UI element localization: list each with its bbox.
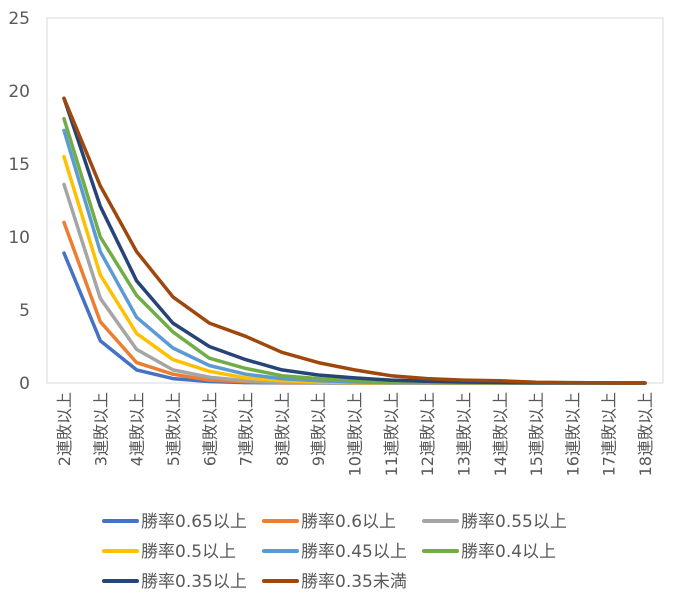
series-line-7 [62,96,647,385]
y-tick-label: 0 [19,374,30,394]
x-tick-label: 6連敗以上 [200,392,219,466]
x-tick-label: 14連敗以上 [491,392,510,476]
legend-label: 勝率0.35未満 [301,572,407,592]
series-line-3 [62,182,647,385]
x-tick-label: 7連敗以上 [237,392,256,466]
legend-label: 勝率0.6以上 [301,512,396,532]
y-tick-label: 10 [8,228,30,248]
legend-label: 勝率0.4以上 [461,542,556,562]
y-axis: 0 5 10 15 20 25 [8,9,30,394]
legend-label: 勝率0.35以上 [141,572,247,592]
x-tick-label: 5連敗以上 [164,392,183,466]
x-tick-label: 18連敗以上 [636,392,655,476]
legend-label: 勝率0.65以上 [141,512,247,532]
series-line-1 [62,251,647,385]
y-tick-label: 15 [8,155,30,175]
x-tick-label: 11連敗以上 [382,392,401,476]
x-tick-label: 17連敗以上 [600,392,619,476]
series-line-8 [62,96,647,385]
x-tick-label: 10連敗以上 [346,392,365,476]
x-tick-label: 16連敗以上 [563,392,582,476]
legend-label: 勝率0.55以上 [461,512,567,532]
x-tick-label: 4連敗以上 [128,392,147,466]
x-tick-label: 13連敗以上 [454,392,473,476]
x-tick-label: 9連敗以上 [309,392,328,466]
x-tick-label: 2連敗以上 [55,392,74,466]
x-axis: 2連敗以上 3連敗以上 4連敗以上 5連敗以上 6連敗以上 7連敗以上 8連敗以上 9連敗以上… [55,392,655,476]
y-tick-label: 20 [8,82,30,102]
series-lines [62,96,647,385]
y-tick-label: 25 [8,9,30,29]
y-tick-label: 5 [19,301,30,321]
x-tick-label: 12連敗以上 [418,392,437,476]
plot-area-frame [46,17,664,384]
x-tick-label: 15連敗以上 [527,392,546,476]
legend-label: 勝率0.5以上 [141,542,236,562]
legend-label: 勝率0.45以上 [301,542,407,562]
x-tick-label: 3連敗以上 [91,392,110,466]
x-tick-label: 8連敗以上 [273,392,292,466]
